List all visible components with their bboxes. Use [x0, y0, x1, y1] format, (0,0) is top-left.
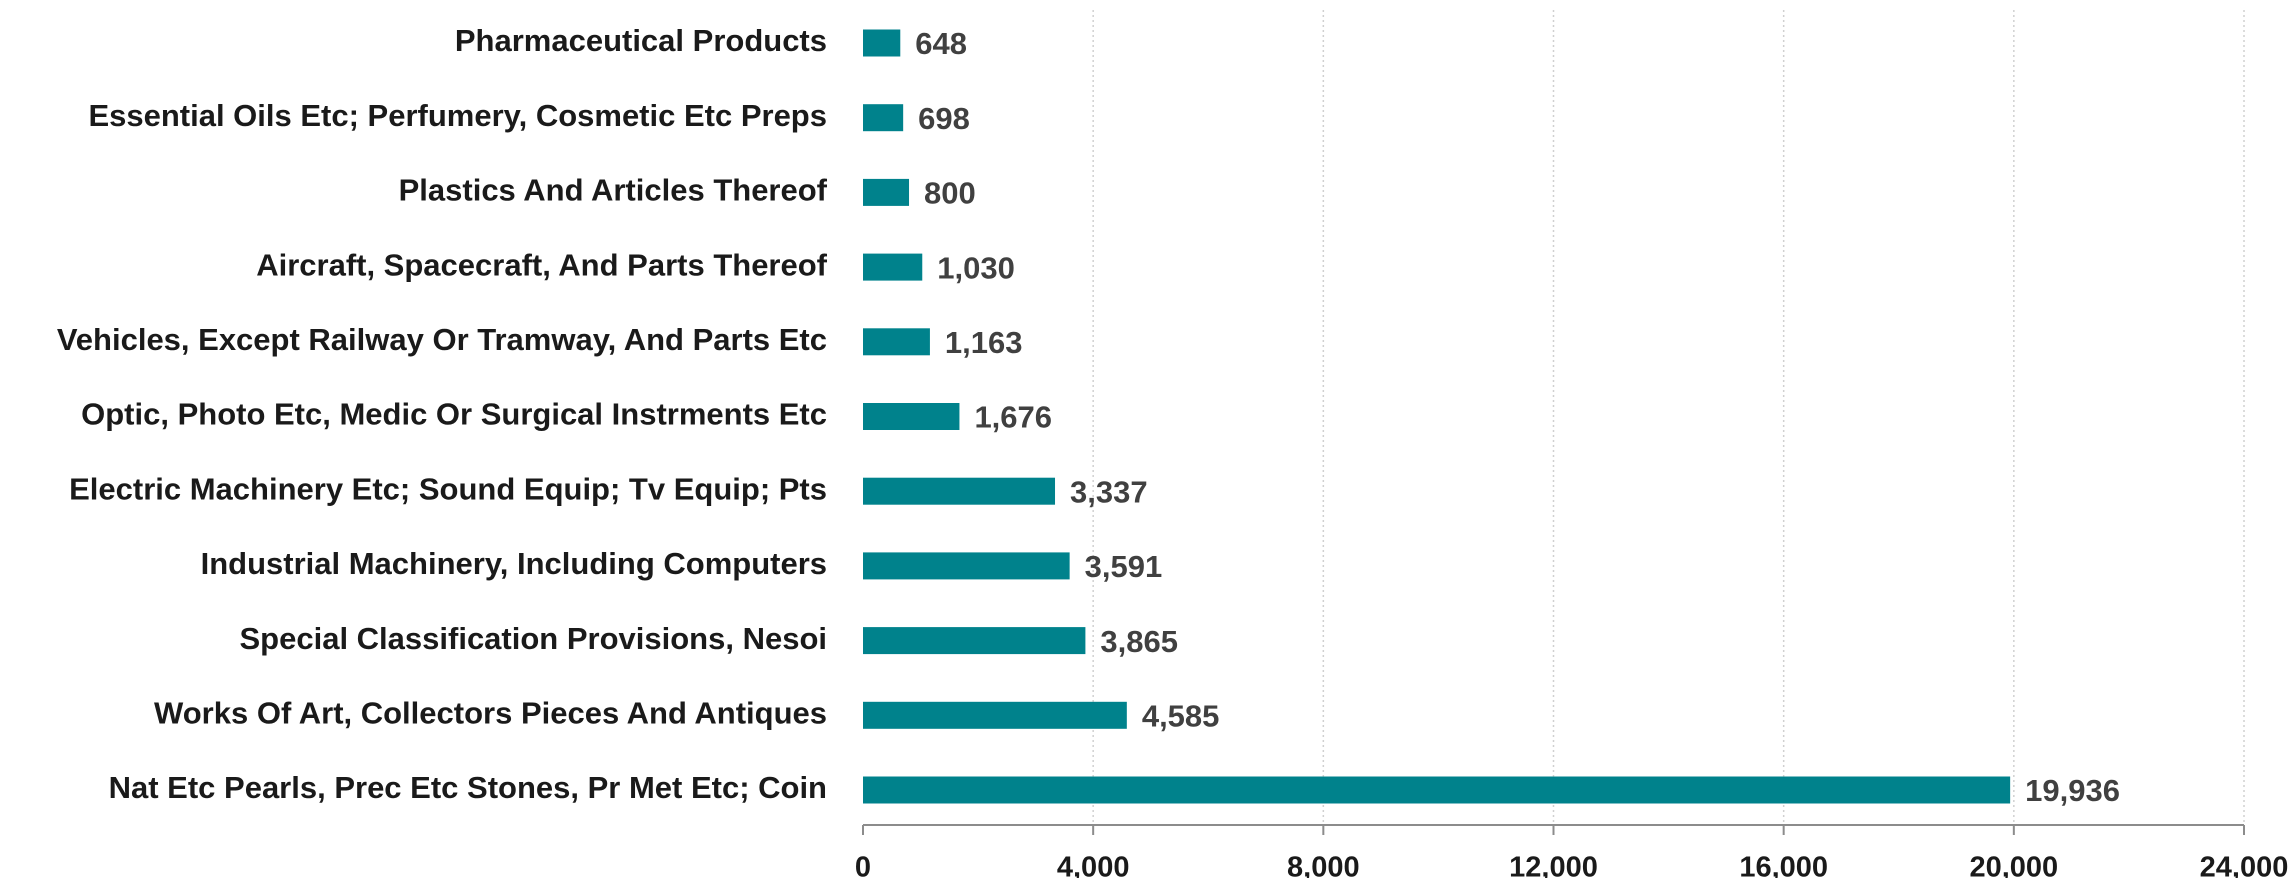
- data-label: 698: [918, 101, 970, 136]
- bar: [863, 328, 930, 356]
- data-label: 3,591: [1085, 549, 1163, 584]
- category-label: Plastics And Articles Thereof: [399, 173, 828, 208]
- bar: [863, 178, 910, 206]
- data-label: 3,865: [1100, 624, 1178, 659]
- x-tick-label: 4,000: [1057, 852, 1130, 878]
- category-label: Electric Machinery Etc; Sound Equip; Tv …: [69, 471, 827, 506]
- bar: [863, 477, 1056, 505]
- bar: [863, 552, 1070, 580]
- data-label: 3,337: [1070, 474, 1148, 509]
- category-label: Industrial Machinery, Including Computer…: [201, 546, 827, 581]
- data-label: 648: [915, 26, 967, 61]
- x-tick-label: 8,000: [1287, 852, 1360, 878]
- data-label: 4,585: [1142, 698, 1220, 733]
- category-label: Pharmaceutical Products: [455, 23, 827, 58]
- bar: [863, 776, 2011, 804]
- bar: [863, 29, 901, 57]
- category-label: Nat Etc Pearls, Prec Etc Stones, Pr Met …: [109, 770, 827, 805]
- x-tick-label: 16,000: [1739, 852, 1828, 878]
- bar: [863, 403, 960, 430]
- data-label: 1,030: [937, 250, 1015, 285]
- bar: [863, 253, 923, 281]
- category-label: Essential Oils Etc; Perfumery, Cosmetic …: [88, 98, 827, 133]
- category-label: Works Of Art, Collectors Pieces And Anti…: [154, 695, 827, 730]
- data-label: 19,936: [2025, 773, 2120, 808]
- x-tick-label: 24,000: [2200, 852, 2289, 878]
- bar: [863, 104, 904, 132]
- x-tick-label: 20,000: [1969, 852, 2058, 878]
- data-label: 1,163: [945, 325, 1023, 360]
- category-label: Optic, Photo Etc, Medic Or Surgical Inst…: [81, 397, 827, 432]
- category-label: Special Classification Provisions, Nesoi: [240, 621, 828, 656]
- data-label: 800: [924, 176, 976, 211]
- bar: [863, 627, 1086, 655]
- category-label: Aircraft, Spacecraft, And Parts Thereof: [256, 247, 827, 282]
- category-label: Vehicles, Except Railway Or Tramway, And…: [57, 322, 827, 357]
- x-tick-label: 0: [855, 852, 871, 878]
- x-tick-label: 12,000: [1509, 852, 1598, 878]
- data-label: 1,676: [974, 400, 1052, 435]
- bar: [863, 701, 1127, 729]
